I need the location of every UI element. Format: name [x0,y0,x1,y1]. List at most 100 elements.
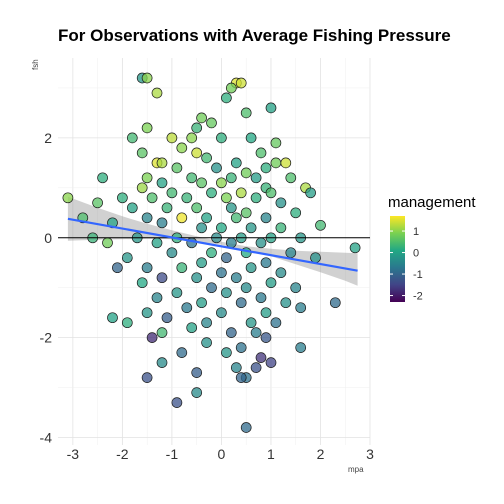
x-tick-label: 1 [267,446,275,462]
data-point [151,292,163,304]
data-point [166,247,178,259]
data-point [216,132,227,144]
data-point [121,252,133,264]
data-point [191,122,203,134]
data-point [221,252,232,264]
y-tick-label: 0 [44,230,52,246]
data-point [136,147,148,159]
data-point [265,187,277,199]
data-point [349,242,361,254]
data-point [305,187,316,199]
data-point [216,267,227,279]
data-point [225,237,237,249]
x-tick-label: -2 [116,446,129,462]
data-point [156,157,168,169]
data-point [295,302,307,314]
data-point [196,297,207,309]
data-point [260,307,272,319]
data-point [176,142,188,154]
data-point [141,212,153,224]
data-point [107,312,118,324]
data-point [230,272,242,284]
data-point [230,157,242,169]
data-point [211,162,222,174]
colorbar-tick-label: -2 [413,291,423,303]
data-point [270,317,282,329]
data-point [265,357,277,368]
data-point [161,312,173,324]
data-point [255,292,267,304]
data-point [141,372,153,383]
data-point [240,167,252,179]
data-point [201,337,212,348]
data-point [191,367,203,378]
data-point [221,92,232,104]
data-point [270,157,282,169]
data-point [141,172,153,184]
data-point [166,132,178,144]
data-point [136,182,148,194]
data-point [235,77,247,89]
data-point [191,387,203,398]
colorbar-tick-label: 1 [413,226,419,238]
data-point [221,287,232,299]
data-point [240,422,252,433]
data-point [206,282,217,294]
data-point [181,192,193,204]
data-point [270,137,282,149]
colorbar-ticks: 1 0 -1 -2 [390,226,423,303]
data-point [250,172,262,184]
data-point [92,197,103,209]
data-point [186,132,198,144]
data-point [151,87,163,99]
y-axis-label: fsh [31,59,40,70]
data-point [191,147,203,159]
data-point [156,272,168,284]
data-point [206,247,217,259]
x-tick-label: -1 [166,446,179,462]
data-point [166,187,178,199]
data-point [235,187,247,199]
x-tick-label: 3 [366,446,374,462]
data-point [201,152,212,164]
data-point [255,237,267,249]
data-point [151,237,163,249]
data-point [117,192,128,204]
data-point [315,219,326,231]
data-point [221,192,232,204]
data-point [156,357,168,368]
data-point [161,202,173,214]
data-point [126,202,138,214]
data-point [245,317,257,329]
data-point [97,172,108,184]
data-point [235,372,247,383]
data-point [176,347,188,358]
data-point [191,202,203,214]
data-point [290,282,302,294]
data-point [285,172,297,184]
data-point [290,207,302,219]
data-point [250,192,262,204]
data-point [156,327,168,338]
data-point [171,397,183,408]
data-point [240,107,252,119]
data-point [260,212,272,224]
data-point [275,267,287,279]
data-point [156,217,168,229]
data-point [141,72,153,84]
data-point [141,122,153,134]
data-point [186,172,198,184]
data-point [112,262,123,274]
data-point [285,247,297,259]
data-point [260,332,272,343]
data-point [240,282,252,294]
data-point [230,362,242,373]
data-point [141,307,153,319]
data-point [206,187,217,199]
trend-line [67,217,358,272]
data-point [250,362,262,373]
data-point [235,342,247,353]
data-point [225,327,237,338]
colorbar-tick-label: -1 [413,269,423,281]
